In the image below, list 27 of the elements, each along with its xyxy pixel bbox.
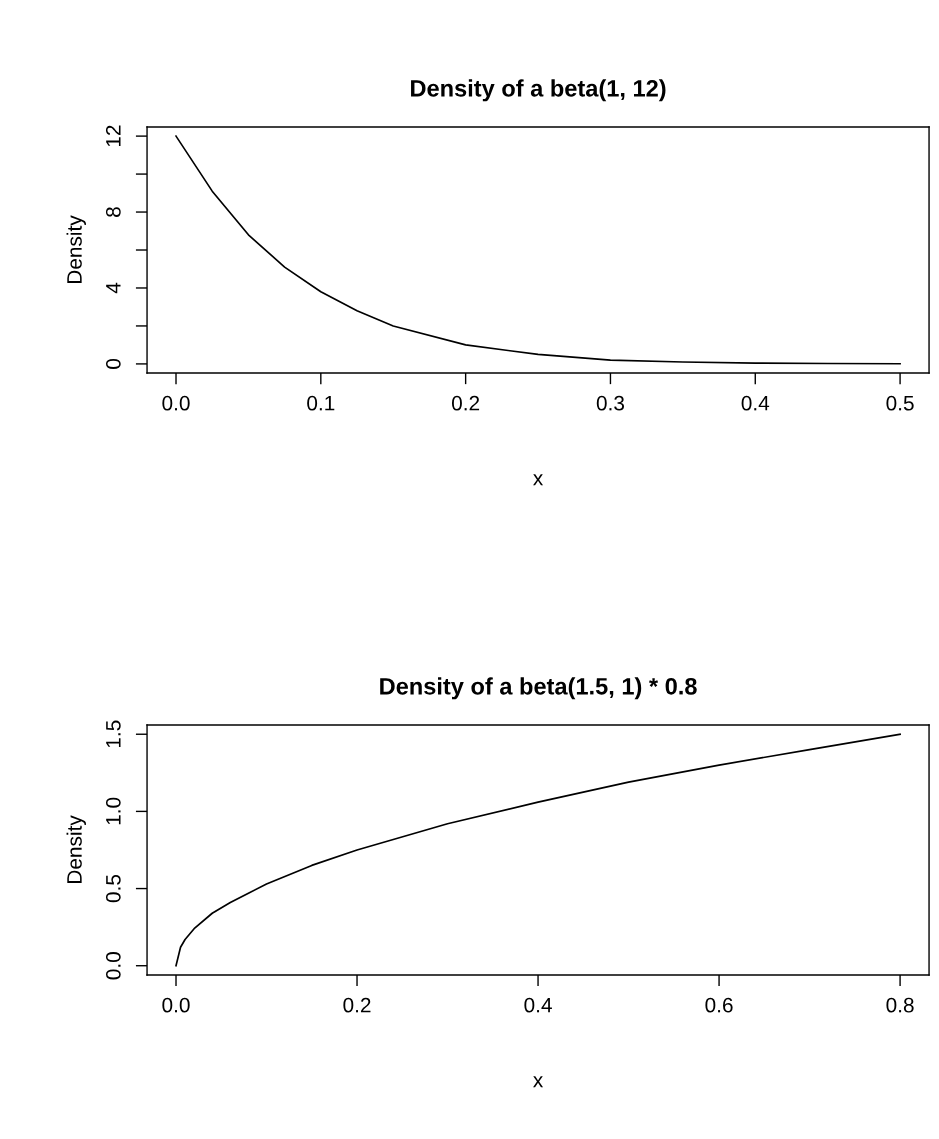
y-tick-label: 8 xyxy=(105,207,121,217)
x-tick-label: 0.8 xyxy=(886,997,914,1013)
x-tick-label: 0.3 xyxy=(596,395,625,411)
y-tick-label: 0 xyxy=(105,358,121,369)
x-tick-label: 0.4 xyxy=(741,395,770,411)
y-tick-label: 0.5 xyxy=(105,874,121,903)
x-tick-label: 0.2 xyxy=(451,395,480,411)
chart-title: Density of a beta(1, 12) xyxy=(411,79,666,102)
x-tick-label: 0.6 xyxy=(705,997,733,1013)
y-tick-label: 0.0 xyxy=(105,952,121,980)
y-axis-title: Density xyxy=(66,215,86,284)
x-tick-label: 0.4 xyxy=(524,997,552,1013)
y-tick-label: 1.0 xyxy=(105,797,121,825)
y-tick-label: 4 xyxy=(106,282,121,294)
x-axis-title: x xyxy=(533,1076,544,1088)
x-tick-label: 0.0 xyxy=(162,395,190,411)
y-axis-title: Density xyxy=(66,815,86,883)
y-tick-label: 1.5 xyxy=(106,720,121,748)
x-tick-label: 0.0 xyxy=(162,997,190,1013)
line-series xyxy=(175,135,901,365)
chart-title: Density of a beta(1.5, 1) * 0.8 xyxy=(380,677,697,700)
line-series xyxy=(175,733,901,967)
x-tick-label: 0.2 xyxy=(343,997,371,1013)
y-tick-label: 12 xyxy=(105,125,121,147)
x-tick-label: 0.1 xyxy=(307,395,335,411)
x-tick-label: 0.5 xyxy=(886,395,914,411)
x-axis-title: x xyxy=(533,474,544,486)
